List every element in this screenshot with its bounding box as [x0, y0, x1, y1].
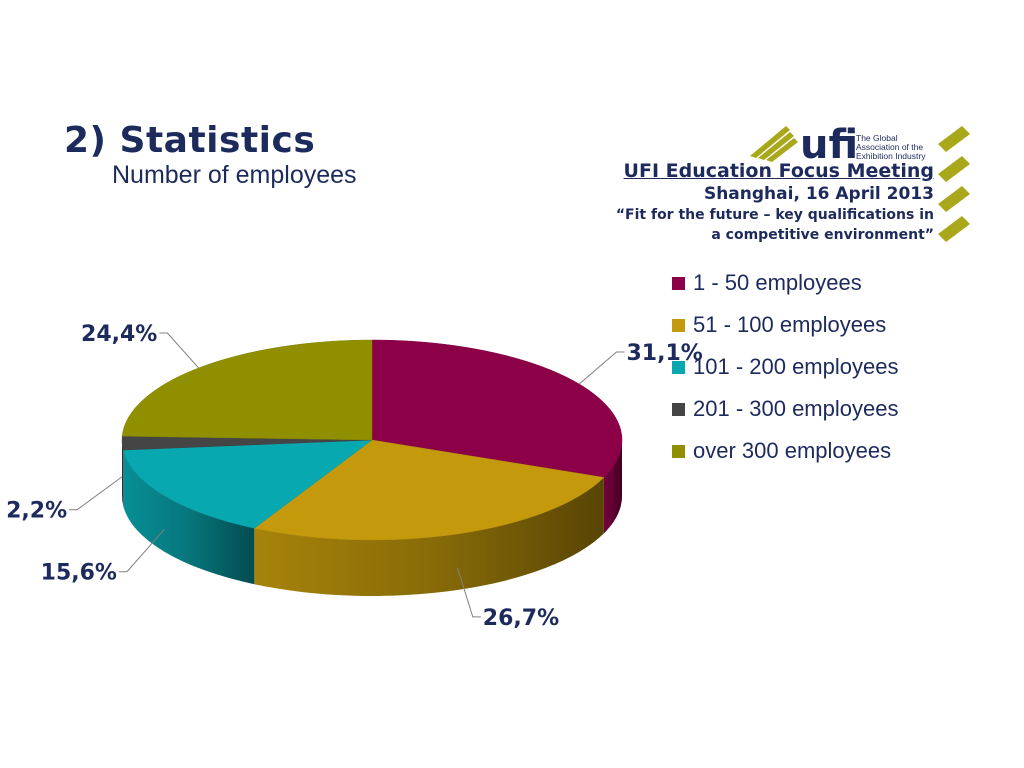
- legend-label: 101 - 200 employees: [693, 354, 899, 379]
- legend-swatch: [672, 444, 685, 458]
- slide-title: 2) Statistics: [64, 120, 316, 161]
- chart-legend: 1 - 50 employees 51 - 100 employees 101 - …: [672, 262, 898, 472]
- meeting-theme-1: “Fit for the future – key qualifications…: [615, 207, 934, 223]
- pie-slice-side: [603, 440, 623, 534]
- ufi-logo: ufi: [750, 122, 858, 168]
- pie-slice-side: [254, 477, 604, 597]
- meeting-theme-2: a competitive environment”: [711, 227, 934, 243]
- meeting-title: UFI Education Focus Meeting: [623, 160, 934, 182]
- logo-stripes-icon: [750, 126, 798, 162]
- data-label: 26,7%: [483, 606, 559, 631]
- legend-label: 1 - 50 employees: [693, 270, 862, 295]
- data-label: 15,6%: [41, 561, 117, 586]
- data-label-leader: [159, 332, 199, 369]
- data-label-leader: [456, 567, 481, 618]
- legend-swatch: [672, 402, 685, 416]
- legend-item: over 300 employees: [672, 430, 898, 472]
- meeting-date: Shanghai, 16 April 2013: [703, 184, 934, 204]
- decorative-chevrons-icon: [938, 126, 970, 242]
- legend-item: 1 - 50 employees: [672, 262, 898, 304]
- data-label: 2,2%: [6, 499, 67, 524]
- pie-slice-side: [122, 440, 124, 507]
- pie-slice: [253, 439, 605, 541]
- logo-tagline: The Global Association of the Exhibition…: [856, 133, 926, 161]
- meeting-info: UFI Education Focus Meeting Shanghai, 16…: [616, 160, 934, 244]
- pie-slice-side: [123, 450, 255, 585]
- legend-swatch: [672, 318, 685, 332]
- pie-slice: [121, 339, 373, 441]
- legend-label: over 300 employees: [693, 438, 892, 463]
- data-label-leader: [69, 476, 123, 511]
- legend-item: 51 - 100 employees: [672, 304, 898, 346]
- data-label-leader: [118, 528, 165, 573]
- data-label-leader: [578, 351, 625, 385]
- pie-slice: [122, 439, 373, 529]
- data-label: 31,1%: [627, 341, 703, 366]
- logo-wordmark: ufi: [800, 122, 858, 168]
- legend-swatch: [672, 276, 685, 290]
- legend-label: 51 - 100 employees: [693, 312, 887, 337]
- legend-item: 101 - 200 employees: [672, 346, 898, 388]
- legend-label: 201 - 300 employees: [693, 396, 899, 421]
- legend-swatch: [672, 360, 685, 374]
- legend-item: 201 - 300 employees: [672, 388, 898, 430]
- data-label: 24,4%: [81, 322, 157, 347]
- slide-subtitle: Number of employees: [112, 161, 357, 189]
